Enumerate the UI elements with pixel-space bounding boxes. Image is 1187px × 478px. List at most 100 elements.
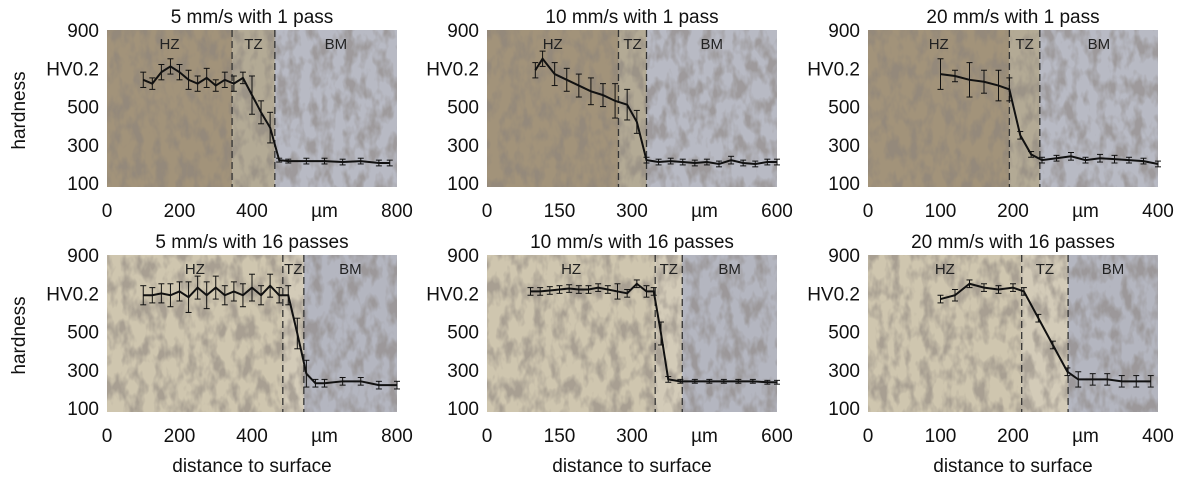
zone-label: TZ	[1015, 36, 1033, 53]
hardness-line	[940, 282, 1151, 383]
y-tick-label: 100	[828, 174, 860, 195]
y-tick-label: 100	[67, 399, 99, 420]
x-tick-label: µm	[311, 426, 338, 447]
y-tick-label: 900	[67, 21, 99, 42]
x-tick-label: 0	[863, 201, 874, 222]
micrograph-texture	[487, 255, 777, 412]
x-tick-label: 400	[236, 201, 268, 222]
micrograph-texture	[487, 30, 777, 187]
panel-title: 5 mm/s with 1 pass	[171, 7, 334, 28]
x-tick-label: 200	[997, 426, 1029, 447]
y-tick-label: HV0.2	[426, 59, 479, 80]
x-tick-label: µm	[1072, 201, 1099, 222]
panel-title: 20 mm/s with 16 passes	[911, 232, 1115, 253]
y-tick-label: 900	[447, 21, 479, 42]
panel-title: 10 mm/s with 1 pass	[545, 7, 718, 28]
zone-label: TZ	[1036, 261, 1054, 278]
y-tick-label: 100	[447, 174, 479, 195]
hardness-line	[142, 65, 390, 165]
zone-label: BM	[701, 36, 724, 53]
zone-label: HZ	[929, 36, 949, 53]
y-tick-label: 100	[828, 399, 860, 420]
x-tick-label: µm	[1072, 426, 1099, 447]
x-tick-label: 100	[925, 426, 957, 447]
x-tick-label: 400	[1142, 426, 1174, 447]
y-tick-label: 900	[828, 246, 860, 267]
y-tick-label: HV0.2	[807, 284, 860, 305]
x-tick-label: 300	[616, 201, 648, 222]
y-tick-label: 100	[447, 399, 479, 420]
y-tick-label: 300	[447, 136, 479, 157]
zone-label: BM	[339, 261, 362, 278]
x-tick-label: 0	[482, 426, 493, 447]
y-tick-label: HV0.2	[807, 59, 860, 80]
x-tick-label: 150	[544, 426, 576, 447]
panel-title: 10 mm/s with 16 passes	[530, 232, 734, 253]
hardness-line	[530, 282, 777, 384]
zone-label: HZ	[561, 261, 581, 278]
y-tick-label: 500	[447, 323, 479, 344]
zone-label: HZ	[160, 36, 180, 53]
y-tick-label: 900	[828, 21, 860, 42]
y-tick-label: HV0.2	[426, 284, 479, 305]
y-tick-label: 500	[447, 98, 479, 119]
panel-title: 5 mm/s with 16 passes	[155, 232, 348, 253]
y-tick-label: 100	[67, 174, 99, 195]
x-tick-label: 400	[236, 426, 268, 447]
x-tick-label: 100	[925, 201, 957, 222]
zone-label: TZ	[660, 261, 678, 278]
y-tick-label: 300	[828, 361, 860, 382]
y-tick-label: HV0.2	[46, 284, 99, 305]
x-tick-label: 400	[1142, 201, 1174, 222]
x-tick-label: 200	[164, 426, 196, 447]
hardness-line	[534, 57, 777, 165]
x-tick-label: 600	[761, 426, 793, 447]
y-axis-label: hardness	[9, 296, 30, 374]
x-tick-label: µm	[311, 201, 338, 222]
y-tick-label: HV0.2	[46, 59, 99, 80]
zone-label: BM	[1102, 261, 1125, 278]
y-tick-label: 900	[67, 246, 99, 267]
x-axis-label: distance to surface	[552, 456, 711, 477]
x-tick-label: µm	[691, 201, 718, 222]
x-tick-label: 800	[381, 426, 413, 447]
hardness-line	[940, 73, 1159, 165]
x-tick-label: 150	[544, 201, 576, 222]
zone-label: BM	[718, 261, 741, 278]
x-tick-label: 0	[102, 426, 113, 447]
y-tick-label: 300	[67, 361, 99, 382]
micrograph-texture	[868, 255, 1158, 412]
zone-label: BM	[1088, 36, 1111, 53]
y-tick-label: 500	[828, 98, 860, 119]
x-tick-label: µm	[691, 426, 718, 447]
x-tick-label: 0	[102, 201, 113, 222]
panel-title: 20 mm/s with 1 pass	[926, 7, 1099, 28]
y-tick-label: 500	[67, 98, 99, 119]
x-axis-label: distance to surface	[933, 456, 1092, 477]
hardness-line	[143, 284, 397, 387]
zone-label: HZ	[543, 36, 563, 53]
zone-label: TZ	[284, 261, 302, 278]
zone-label: HZ	[185, 261, 205, 278]
y-tick-label: 500	[828, 323, 860, 344]
zone-label: TZ	[244, 36, 262, 53]
x-tick-label: 200	[164, 201, 196, 222]
x-tick-label: 200	[997, 201, 1029, 222]
y-tick-label: 300	[67, 136, 99, 157]
y-tick-label: 500	[67, 323, 99, 344]
zone-label: TZ	[623, 36, 641, 53]
x-tick-label: 800	[381, 201, 413, 222]
zone-label: HZ	[935, 261, 955, 278]
y-tick-label: 900	[447, 246, 479, 267]
x-tick-label: 0	[482, 201, 493, 222]
x-tick-label: 300	[616, 426, 648, 447]
zone-label: BM	[325, 36, 348, 53]
x-axis-label: distance to surface	[172, 456, 331, 477]
y-tick-label: 300	[828, 136, 860, 157]
x-tick-label: 600	[761, 201, 793, 222]
x-tick-label: 0	[863, 426, 874, 447]
y-tick-label: 300	[447, 361, 479, 382]
y-axis-label: hardness	[9, 71, 30, 149]
